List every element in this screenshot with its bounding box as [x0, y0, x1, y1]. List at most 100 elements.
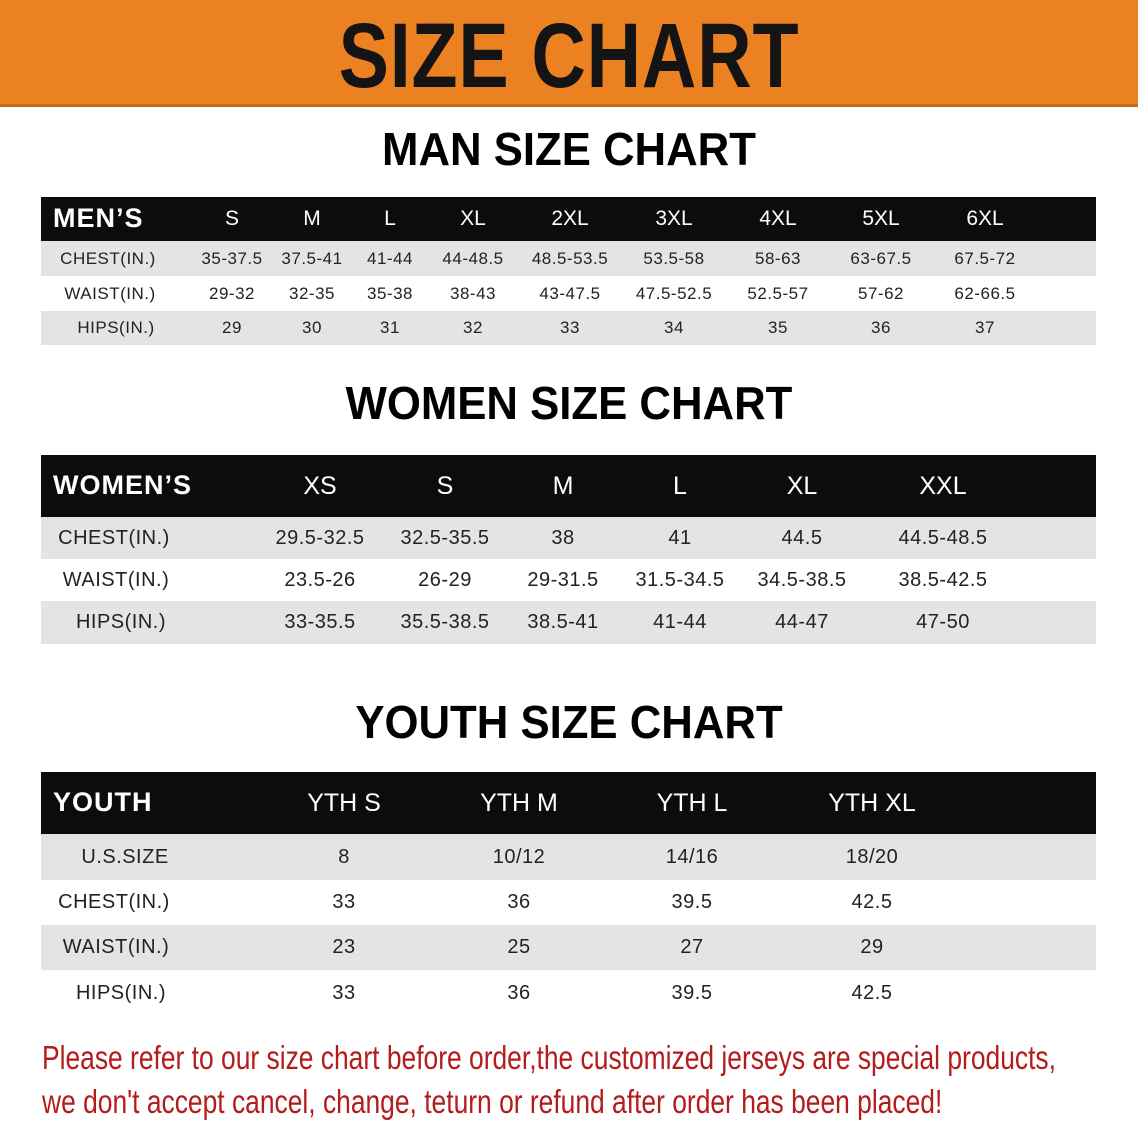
table-cell: 62-66.5 — [954, 284, 1016, 303]
table-cell: 39.5 — [671, 891, 713, 913]
table-cell: 35.5-38.5 — [400, 611, 490, 633]
table-cell: 31.5-34.5 — [635, 569, 725, 591]
table-cell: 35-37.5 — [201, 249, 263, 268]
table-cell: 30 — [302, 318, 322, 337]
size-header-s: S — [436, 472, 454, 500]
table-cell: 14/16 — [665, 846, 719, 868]
table-cell: 34 — [664, 318, 684, 337]
table-cell: 44-48.5 — [442, 249, 504, 268]
women-header-row: WOMEN’S XS S M L XL XXL — [41, 455, 1096, 517]
table-cell: 31 — [380, 318, 400, 337]
women-header-label: WOMEN’S — [53, 470, 192, 500]
table-cell: 34.5-38.5 — [757, 569, 847, 591]
table-cell: 42.5 — [851, 891, 893, 913]
size-header-xl: XL — [786, 472, 818, 500]
table-cell: 32.5-35.5 — [400, 527, 490, 549]
size-chart-banner: SIZE CHART — [0, 0, 1138, 107]
table-cell: 58-63 — [755, 249, 801, 268]
table-cell: 36 — [871, 318, 891, 337]
table-row: WAIST(IN.) 23.5-26 26-29 29-31.5 31.5-34.5 34… — [41, 559, 1096, 601]
table-cell: 53.5-58 — [643, 249, 705, 268]
table-cell: 37.5-41 — [281, 249, 343, 268]
table-cell: 41 — [668, 527, 692, 549]
women-section-title: WOMEN SIZE CHART — [345, 377, 793, 429]
size-header-3xl: 3XL — [655, 207, 693, 230]
row-label: CHEST(IN.) — [58, 527, 170, 549]
table-cell: 8 — [338, 846, 350, 868]
row-label: U.S.SIZE — [81, 846, 169, 868]
size-header-yth-m: YTH M — [480, 789, 558, 817]
youth-section-title: YOUTH SIZE CHART — [355, 696, 783, 748]
table-row: HIPS(IN.) 33-35.5 35.5-38.5 38.5-41 41-44 44-… — [41, 601, 1096, 644]
table-cell: 38.5-41 — [527, 611, 599, 633]
table-cell: 27 — [680, 936, 704, 958]
notice-line-1: Please refer to our size chart before or… — [42, 1039, 1056, 1076]
size-header-l: L — [384, 207, 396, 230]
table-row: U.S.SIZE 8 10/12 14/16 18/20 — [41, 834, 1096, 880]
table-cell: 33-35.5 — [284, 611, 356, 633]
table-cell: 29 — [222, 318, 242, 337]
table-cell: 37 — [975, 318, 995, 337]
table-cell: 29-32 — [209, 284, 255, 303]
table-row: CHEST(IN.) 35-37.5 37.5-41 41-44 44-48.5 48.5… — [41, 241, 1096, 276]
row-label: CHEST(IN.) — [58, 891, 170, 913]
row-label: HIPS(IN.) — [75, 611, 167, 633]
size-header-m: M — [552, 472, 574, 500]
youth-header-row: YOUTH YTH S YTH M YTH L YTH XL — [41, 772, 1096, 834]
table-cell: 33 — [560, 318, 580, 337]
table-cell: 38.5-42.5 — [898, 569, 988, 591]
size-header-5xl: 5XL — [862, 207, 900, 230]
size-header-m: M — [303, 207, 321, 230]
table-cell: 44.5-48.5 — [898, 527, 988, 549]
size-header-6xl: 6XL — [966, 207, 1004, 230]
table-cell: 29.5-32.5 — [275, 527, 365, 549]
table-cell: 26-29 — [418, 569, 472, 591]
table-cell: 44.5 — [781, 527, 823, 549]
row-label: WAIST(IN.) — [62, 569, 170, 591]
table-cell: 36 — [507, 982, 531, 1004]
table-cell: 38-43 — [450, 284, 496, 303]
table-cell: 25 — [507, 936, 531, 958]
row-label: WAIST(IN.) — [62, 936, 170, 958]
row-label: CHEST(IN.) — [60, 249, 156, 268]
table-cell: 47.5-52.5 — [635, 284, 713, 303]
row-label: HIPS(IN.) — [75, 982, 167, 1004]
size-header-xl: XL — [460, 207, 486, 230]
notice-line-2: we don't accept cancel, change, teturn o… — [42, 1083, 943, 1120]
size-header-xs: XS — [303, 472, 337, 500]
table-cell: 67.5-72 — [954, 249, 1016, 268]
table-cell: 47-50 — [916, 611, 970, 633]
table-cell: 41-44 — [367, 249, 413, 268]
table-cell: 57-62 — [858, 284, 904, 303]
table-row: WAIST(IN.) 23 25 27 29 — [41, 925, 1096, 970]
table-cell: 52.5-57 — [747, 284, 809, 303]
table-row: HIPS(IN.) 33 36 39.5 42.5 — [41, 970, 1096, 1016]
table-cell: 33 — [332, 891, 356, 913]
table-cell: 36 — [507, 891, 531, 913]
row-label: HIPS(IN.) — [77, 318, 155, 337]
size-header-l: L — [673, 472, 687, 500]
table-cell: 43-47.5 — [539, 284, 601, 303]
table-cell: 39.5 — [671, 982, 713, 1004]
row-label: WAIST(IN.) — [64, 284, 156, 303]
size-header-yth-l: YTH L — [656, 789, 728, 817]
table-cell: 42.5 — [851, 982, 893, 1004]
table-cell: 29 — [860, 936, 884, 958]
table-cell: 44-47 — [775, 611, 829, 633]
size-header-yth-s: YTH S — [307, 789, 381, 817]
banner-title: SIZE CHART — [338, 5, 800, 107]
table-cell: 32-35 — [289, 284, 335, 303]
table-cell: 33 — [332, 982, 356, 1004]
table-cell: 10/12 — [492, 846, 546, 868]
size-header-s: S — [224, 207, 240, 230]
table-cell: 18/20 — [845, 846, 899, 868]
table-row: CHEST(IN.) 33 36 39.5 42.5 — [41, 880, 1096, 925]
table-row: CHEST(IN.) 29.5-32.5 32.5-35.5 38 41 44.5 44.5… — [41, 517, 1096, 559]
men-header-row: MEN’S S M L XL 2XL 3XL 4XL 5XL 6XL — [41, 197, 1096, 241]
table-cell: 48.5-53.5 — [531, 249, 609, 268]
size-header-4xl: 4XL — [759, 207, 797, 230]
table-cell: 41-44 — [653, 611, 707, 633]
table-cell: 29-31.5 — [527, 569, 599, 591]
table-cell: 38 — [551, 527, 575, 549]
table-cell: 23 — [332, 936, 356, 958]
